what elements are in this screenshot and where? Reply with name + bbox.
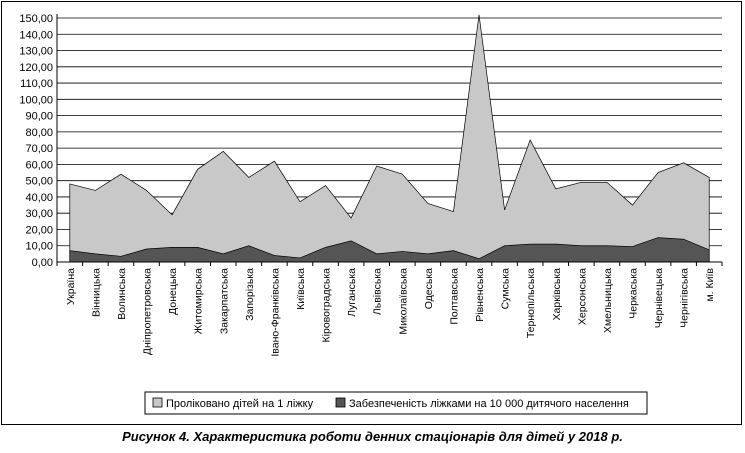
y-tick-label: 80,00 xyxy=(25,127,53,139)
x-tick-label: Луганська xyxy=(346,268,358,317)
y-tick-label: 30,00 xyxy=(25,208,53,220)
x-tick-label: Донецька xyxy=(167,268,179,315)
legend-label-treated: Проліковано дітей на 1 ліжку xyxy=(166,398,314,410)
axes xyxy=(56,14,723,266)
x-tick-label: Одеська xyxy=(423,268,435,309)
area-chart: 0,00 10,00 20,00 30,00 40,00 50,00 60,00 70,00 8… xyxy=(19,13,723,415)
x-tick-label: Київська xyxy=(295,268,307,310)
x-tick-label: Волинська xyxy=(116,268,128,320)
legend: Проліковано дітей на 1 ліжку Забезпечені… xyxy=(144,391,648,415)
y-tick-label: 10,00 xyxy=(25,241,53,253)
y-tick-label: 0,00 xyxy=(32,257,53,269)
legend-swatch-treated xyxy=(152,397,163,408)
x-tick-label: Рівненська xyxy=(474,268,486,322)
x-tick-label: Чернівецька xyxy=(653,268,665,328)
x-tick-label: Закарпатська xyxy=(218,268,230,334)
y-tick-label: 100,00 xyxy=(19,94,53,106)
x-tick-label: Вінницька xyxy=(90,268,102,317)
y-tick-label: 20,00 xyxy=(25,224,53,236)
legend-label-beds: Забезпеченість ліжками на 10 000 дитячог… xyxy=(349,398,629,410)
y-tick-label: 40,00 xyxy=(25,192,53,204)
series-area-1 xyxy=(69,237,710,263)
figure-caption: Рисунок 4. Характеристика роботи денних … xyxy=(122,429,623,444)
series-areas xyxy=(69,14,710,263)
y-tick-label: 50,00 xyxy=(25,176,53,188)
x-tick-label: Сумська xyxy=(500,268,512,309)
series-area-0 xyxy=(69,14,710,263)
x-tick-label: м. Київ xyxy=(704,268,716,302)
x-tick-label: Житомирська xyxy=(193,268,205,335)
x-tick-label: Миколаївська xyxy=(397,268,409,335)
x-tick-label: Львівська xyxy=(372,268,384,315)
x-tick-label: Запорізька xyxy=(244,268,256,321)
x-tick-label: Херсонська xyxy=(576,268,588,325)
y-tick-label: 120,00 xyxy=(19,62,53,74)
x-tick-label: Харківська xyxy=(551,268,563,321)
y-tick-label: 130,00 xyxy=(19,46,53,58)
y-tick-labels: 0,00 10,00 20,00 30,00 40,00 50,00 60,00 70,00 8… xyxy=(19,13,53,269)
legend-box xyxy=(144,391,648,415)
x-tick-label: Полтавська xyxy=(448,268,460,325)
y-tick-label: 140,00 xyxy=(19,29,53,41)
y-tick-label: 60,00 xyxy=(25,159,53,171)
y-tick-label: 110,00 xyxy=(20,78,53,90)
x-tick-label: Чернігівська xyxy=(679,268,691,328)
x-tick-label: Україна xyxy=(65,268,77,305)
x-tick-label: Черкаська xyxy=(627,268,639,319)
y-tick-label: 70,00 xyxy=(25,143,53,155)
x-tick-labels: Україна Вінницька Волинська Дніпропетровськ… xyxy=(65,268,716,357)
x-tick-label: Хмельницька xyxy=(602,268,614,333)
x-tick-label: Тернопільська xyxy=(525,268,537,338)
y-tick-label: 150,00 xyxy=(19,13,53,25)
legend-swatch-beds xyxy=(335,397,346,408)
x-tick-label: Кіровоградська xyxy=(321,268,333,343)
x-tick-label: Дніпропетровська xyxy=(142,268,154,355)
x-tick-label: Івано-Франківська xyxy=(269,268,281,357)
y-tick-label: 90,00 xyxy=(25,111,53,123)
